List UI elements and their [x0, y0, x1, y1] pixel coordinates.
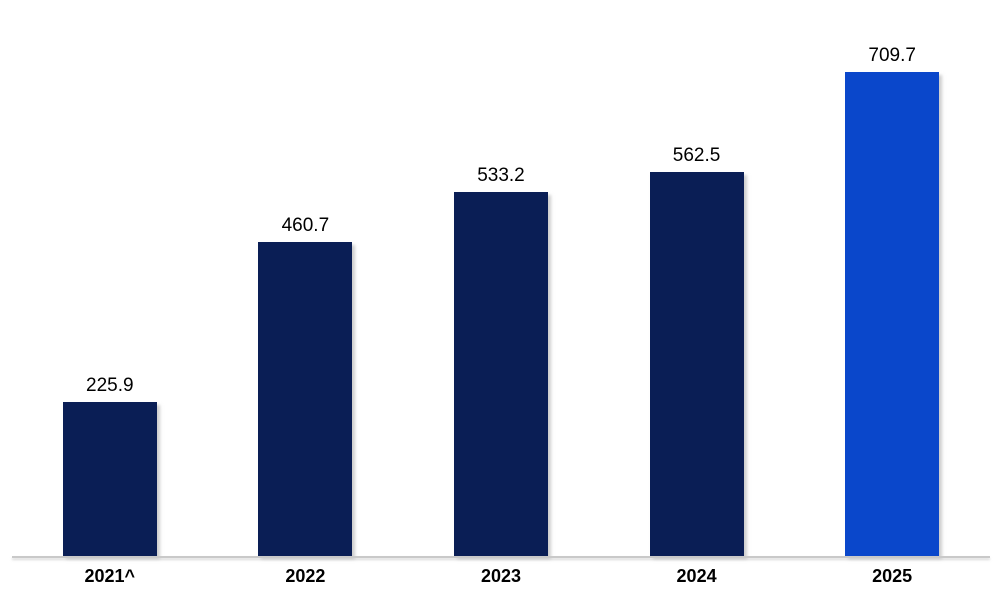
x-axis-label: 2022 [285, 566, 326, 586]
bar-2023 [453, 192, 548, 556]
bar-value-label: 562.5 [672, 145, 721, 166]
bar-value-label: 709.7 [868, 45, 916, 66]
bar-slot: 533.2 [403, 0, 599, 556]
x-axis-label: 2025 [872, 566, 913, 586]
bar-slot: 225.9 [12, 0, 208, 556]
bar-slot: 460.7 [208, 0, 404, 556]
x-axis-label: 2021^ [84, 566, 136, 586]
bar-value-label: 225.9 [86, 375, 134, 396]
bar-2022 [258, 242, 353, 556]
x-axis-label: 2024 [676, 566, 717, 586]
bar-slot: 562.5 [599, 0, 795, 556]
bar-2025 [845, 72, 940, 556]
bar-value-label: 460.7 [281, 215, 330, 236]
bar-value-label: 533.2 [477, 165, 525, 186]
bar-slot: 709.7 [794, 0, 990, 556]
x-axis-line [12, 556, 990, 558]
bar-2024 [649, 172, 744, 556]
x-axis-label: 2023 [480, 566, 521, 586]
plot-area: 225.9 460.7 533.2 562.5 709.7 [12, 0, 990, 556]
x-axis-labels: 2021^ 2022 2023 2024 2025 [12, 566, 990, 587]
bar-2021 [62, 402, 157, 556]
